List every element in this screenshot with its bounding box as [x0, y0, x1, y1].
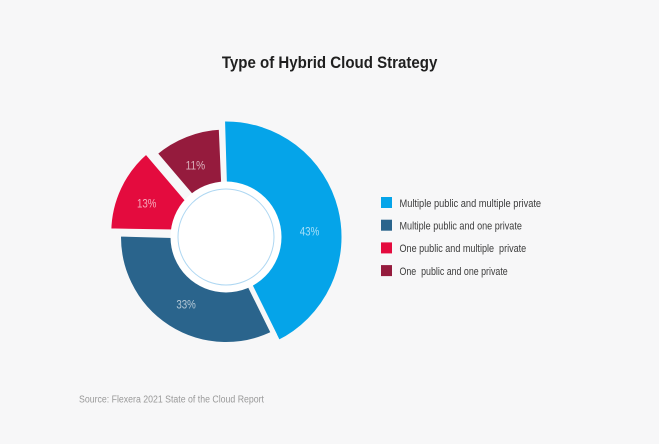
svg-text:Multiple public and one privat: Multiple public and one private	[400, 221, 522, 233]
svg-text:13%: 13%	[137, 199, 157, 211]
svg-text:11%: 11%	[186, 161, 206, 173]
svg-text:43%: 43%	[300, 227, 320, 239]
svg-text:One public and multiple priva: One public and multiple private	[400, 243, 527, 255]
svg-text:Multiple public and multiple p: Multiple public and multiple private	[400, 198, 542, 210]
svg-text:Type of Hybrid Cloud Strategy: Type of Hybrid Cloud Strategy	[222, 54, 438, 72]
svg-text:One public and one private: One public and one private	[400, 266, 508, 278]
svg-text:Source: Flexera 2021 State of: Source: Flexera 2021 State of the Cloud …	[79, 394, 264, 405]
svg-text:33%: 33%	[176, 299, 196, 311]
